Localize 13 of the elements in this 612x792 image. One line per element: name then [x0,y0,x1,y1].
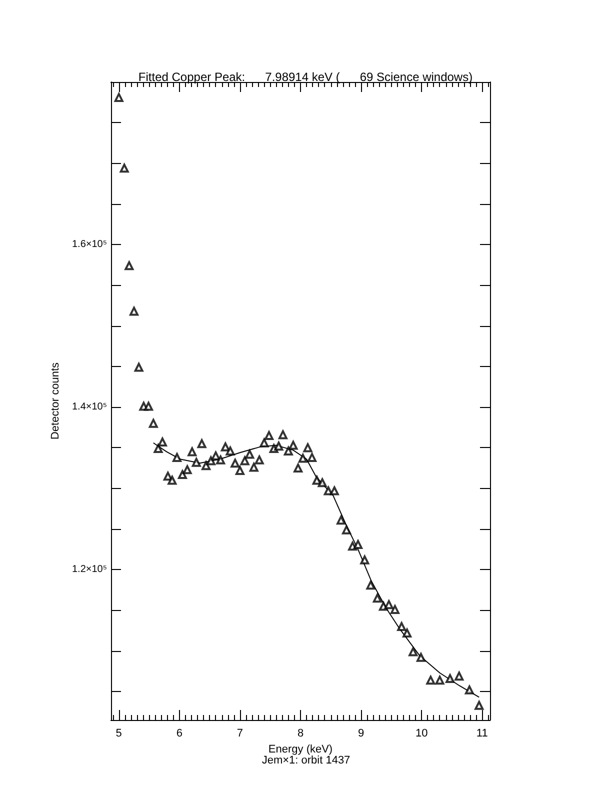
y-tick-label: 1.4×10⁵ [72,402,107,413]
x-axis-title: Energy (keV) [268,743,333,756]
x-tick-label: 9 [358,728,364,740]
text: Jem×1: orbit 1437 [262,754,350,766]
y-axis-title: Detector counts [50,362,62,440]
x-tick-label: 8 [297,728,304,740]
x-tick-label: 6 [176,728,182,740]
x-tick-label: 5 [116,728,122,740]
y-tick-label: 1.6×10⁵ [72,239,107,250]
x-tick-label: 11 [476,728,488,740]
y-tick-label: 1.2×10⁵ [72,564,107,576]
x-tick-label: 7 [236,728,244,740]
x-tick-label: 10 [415,728,428,740]
